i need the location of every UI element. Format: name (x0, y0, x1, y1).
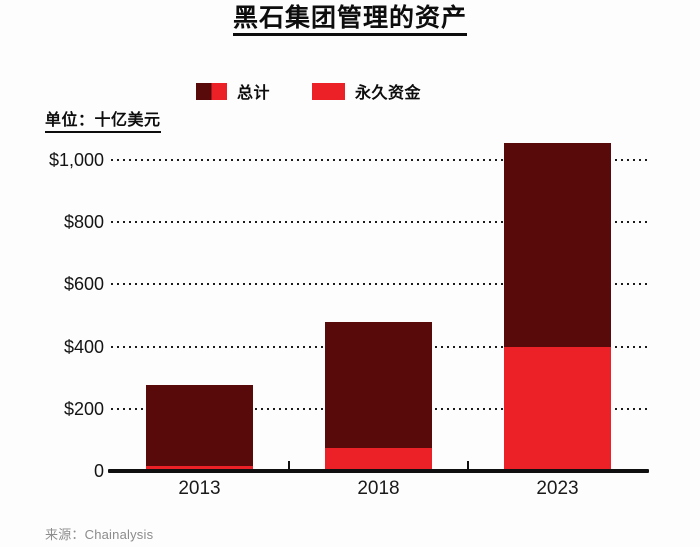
plot-area (110, 140, 648, 471)
legend-swatch-permanent-icon (312, 82, 346, 100)
legend-label-permanent: 永久资金 (355, 85, 422, 102)
bar-permanent-2023 (504, 346, 611, 471)
y-axis-label: $1,000 (48, 150, 104, 170)
legend-swatch-total-icon (196, 82, 227, 100)
x-axis-tick (467, 461, 469, 471)
y-axis-label: $400 (63, 336, 104, 357)
y-axis-label: $600 (63, 274, 104, 295)
y-axis-label: $800 (63, 212, 104, 233)
bar-permanent-2018 (325, 447, 432, 471)
bar-total-2023 (504, 142, 611, 347)
y-axis-label: $200 (63, 398, 104, 419)
y-axis-label: 0 (93, 461, 104, 481)
gridline-600 (111, 283, 648, 286)
x-axis-label: 2018 (357, 478, 400, 499)
page-title: 黑石集团管理的资产 (232, 5, 467, 36)
legend-label-total: 总计 (237, 85, 271, 102)
legend-item-permanent: 永久资金 (312, 79, 421, 103)
source-note: 来源：Chainalysis (45, 527, 154, 542)
gridline-1000 (111, 159, 648, 161)
unit-label-text: 单位：十亿美元 (45, 112, 161, 133)
title-row: 黑石集团管理的资产 (0, 5, 700, 36)
x-axis-label: 2013 (178, 478, 221, 499)
bar-permanent-2013 (146, 466, 253, 471)
bar-total-2018 (325, 321, 432, 448)
legend: 总计 永久资金 (196, 79, 421, 103)
x-axis-line (108, 469, 649, 473)
x-axis-tick (288, 461, 290, 471)
gridline-800 (111, 221, 648, 224)
unit-label: 单位：十亿美元 (45, 106, 161, 133)
x-axis-label: 2023 (536, 478, 579, 499)
legend-item-total: 总计 (196, 79, 270, 103)
bar-total-2013 (146, 385, 253, 467)
